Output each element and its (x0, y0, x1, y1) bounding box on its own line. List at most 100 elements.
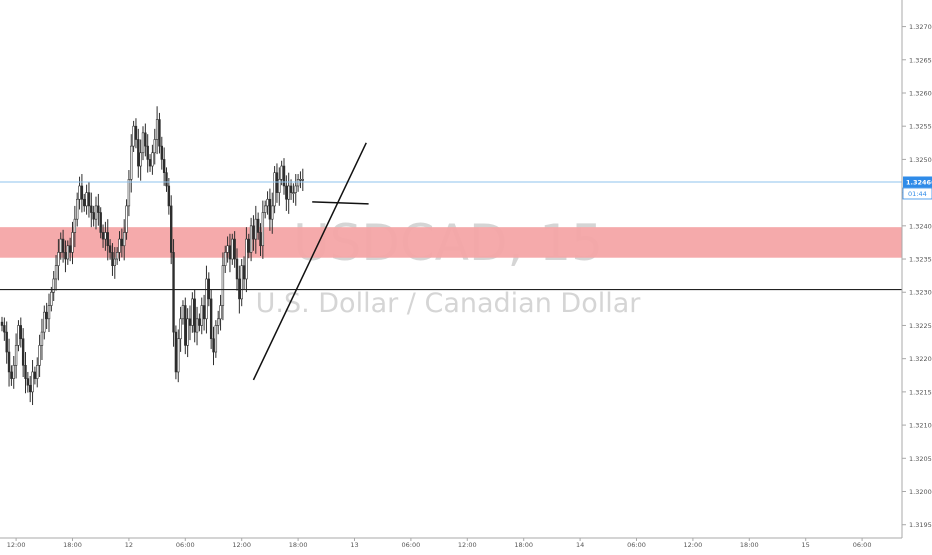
time-axis-label: 12:00 (232, 541, 251, 549)
price-axis-label: 1.32600 (909, 89, 932, 97)
candle-body (231, 238, 234, 260)
price-axis-label: 1.32400 (909, 222, 932, 230)
candle-body (167, 185, 171, 207)
candle-body (125, 205, 128, 233)
breakout-line[interactable] (312, 201, 369, 205)
price-axis-label: 1.32500 (909, 156, 932, 164)
price-axis-label: 1.32300 (909, 289, 932, 297)
candle-body (73, 218, 77, 233)
candle-body (247, 238, 250, 253)
price-axis-label: 1.31950 (909, 521, 932, 529)
price-axis-label: 1.32550 (909, 123, 932, 131)
time-axis-label: 06:00 (402, 541, 421, 549)
candle-body (12, 365, 15, 379)
candle-body (294, 185, 297, 193)
candle-body (144, 132, 147, 147)
candle-body (174, 331, 178, 373)
candle-body (238, 278, 241, 300)
time-axis-label: 18:00 (63, 541, 82, 549)
candle-body (76, 198, 79, 220)
candle-body (28, 384, 32, 393)
candle-body (224, 252, 227, 266)
price-axis-label: 1.32250 (909, 322, 932, 330)
candle-body (275, 172, 279, 193)
candle-body (148, 159, 152, 167)
candle-body (17, 325, 20, 346)
time-axis-label: 18:00 (740, 541, 759, 549)
candle-body (78, 185, 81, 200)
candle-body (90, 205, 93, 213)
candle-body (40, 331, 44, 346)
candle-body (146, 145, 149, 160)
time-axis-label: 14 (576, 541, 584, 549)
candle-body (83, 198, 86, 207)
candle-body (0, 321, 4, 326)
candle-body (80, 185, 84, 200)
candle-body (5, 331, 8, 353)
candle-body (36, 365, 39, 379)
candle-body (184, 305, 187, 346)
candle-body (219, 305, 222, 320)
candle-body (3, 325, 6, 333)
candle-body (278, 179, 281, 193)
price-axis-label: 1.32700 (909, 23, 932, 31)
candle-body (113, 258, 117, 266)
price-axis-label: 1.32050 (909, 455, 932, 463)
candle-body (127, 179, 131, 207)
candle-body (47, 305, 51, 320)
candle-body (271, 205, 274, 220)
candle-body (181, 305, 185, 320)
price-axis-label: 1.32200 (909, 355, 932, 363)
candle-body (296, 179, 300, 187)
candle-body (193, 298, 196, 333)
candle-body (155, 119, 159, 140)
candle-body (31, 371, 34, 393)
candle-body (217, 318, 220, 326)
candle-body (108, 245, 112, 253)
candle-body (282, 165, 286, 187)
candle-body (186, 318, 189, 346)
time-axis-label: 18:00 (514, 541, 533, 549)
candle-body (202, 305, 206, 320)
candle-body (94, 205, 98, 220)
candle-body (153, 139, 156, 154)
time-axis-label: 18:00 (289, 541, 308, 549)
candle-body (256, 218, 260, 233)
candle-body (207, 278, 210, 300)
support-zone[interactable] (0, 227, 902, 258)
candle-body (130, 145, 133, 180)
candle-body (259, 232, 262, 247)
candle-body (209, 298, 213, 340)
candle-body (99, 212, 102, 233)
candle-body (66, 245, 70, 260)
candle-body (191, 298, 194, 326)
candle-body (57, 252, 60, 266)
candle-body (26, 378, 30, 386)
candle-body (134, 125, 138, 140)
ascending-trendline[interactable] (252, 142, 367, 381)
price-axis-label: 1.32100 (909, 422, 932, 430)
candle-body (228, 245, 232, 260)
candle-body (242, 265, 246, 280)
candle-body (45, 311, 48, 320)
time-axis-label: 06:00 (627, 541, 646, 549)
candle-body (24, 365, 27, 379)
candle-body (158, 119, 161, 147)
price-axis-label: 1.32000 (909, 488, 932, 496)
candle-body (233, 238, 236, 260)
candle-body (68, 245, 72, 253)
candle-body (292, 192, 295, 194)
price-axis-label: 1.32350 (909, 256, 932, 264)
time-axis-label: 06:00 (176, 541, 195, 549)
candle-body (61, 238, 65, 253)
candle-body (162, 159, 166, 173)
candle-body (212, 338, 215, 353)
countdown-label-box (902, 187, 932, 200)
candle-body (235, 258, 239, 280)
candle-body (141, 132, 145, 154)
time-axis-label: 13 (350, 541, 358, 549)
candle-body (226, 245, 229, 253)
time-axis[interactable]: 12:00 18:00 12 06:00 12:00 18:00 13 06:00 12:00 1… (7, 538, 872, 549)
